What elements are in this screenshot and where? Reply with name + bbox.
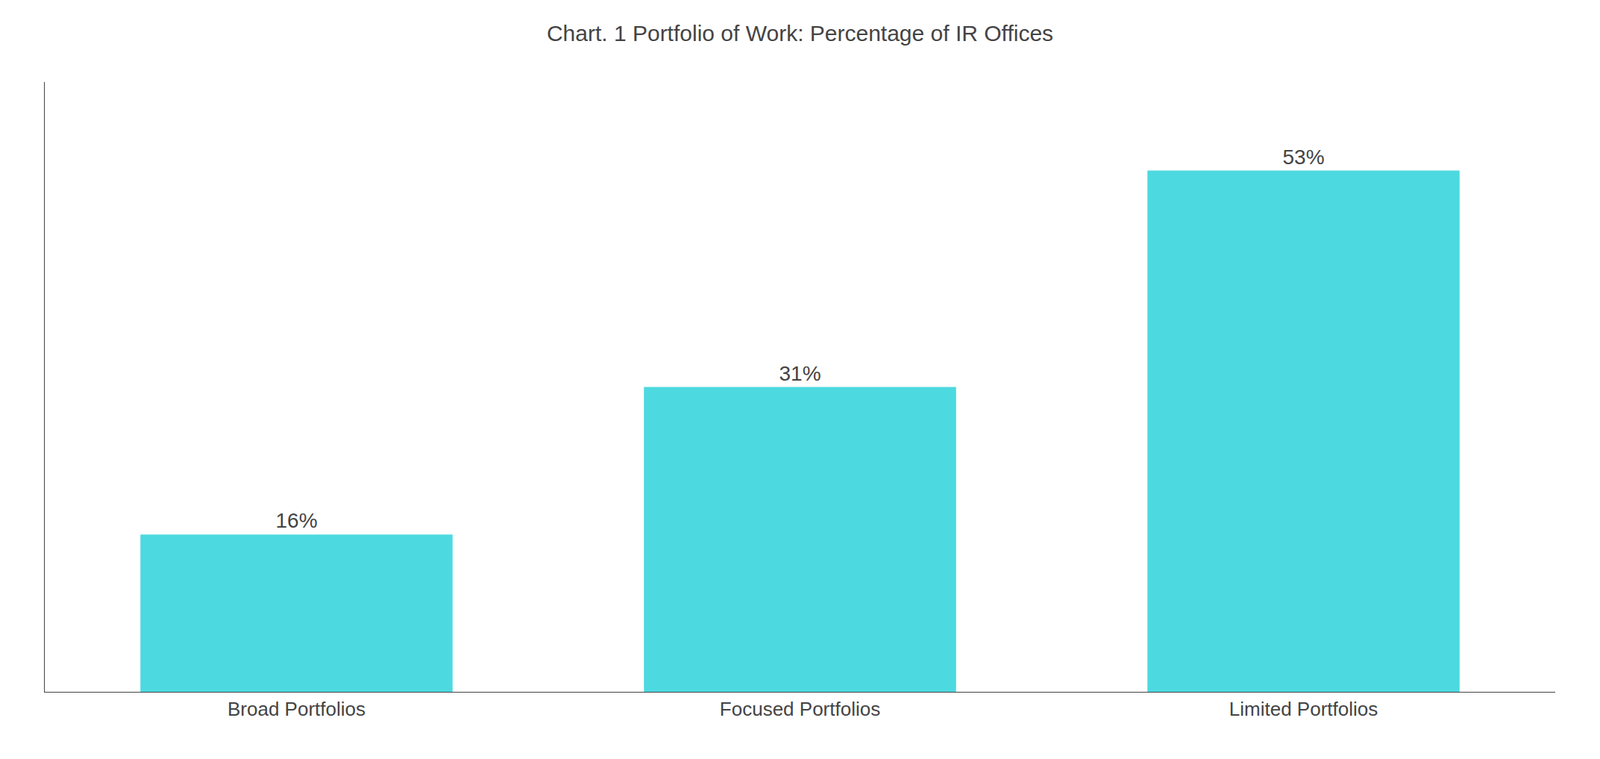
svg-text:Limited Portfolios: Limited Portfolios bbox=[1229, 697, 1378, 720]
svg-text:16%: 16% bbox=[275, 508, 318, 532]
svg-text:Broad Portfolios: Broad Portfolios bbox=[227, 697, 366, 720]
svg-text:31%: 31% bbox=[778, 361, 821, 385]
svg-text:53%: 53% bbox=[1282, 145, 1325, 169]
svg-text:Focused Portfolios: Focused Portfolios bbox=[719, 697, 881, 720]
svg-text:Chart. 1 Portfolio of Work: Pe: Chart. 1 Portfolio of Work: Percentage o… bbox=[546, 20, 1054, 46]
